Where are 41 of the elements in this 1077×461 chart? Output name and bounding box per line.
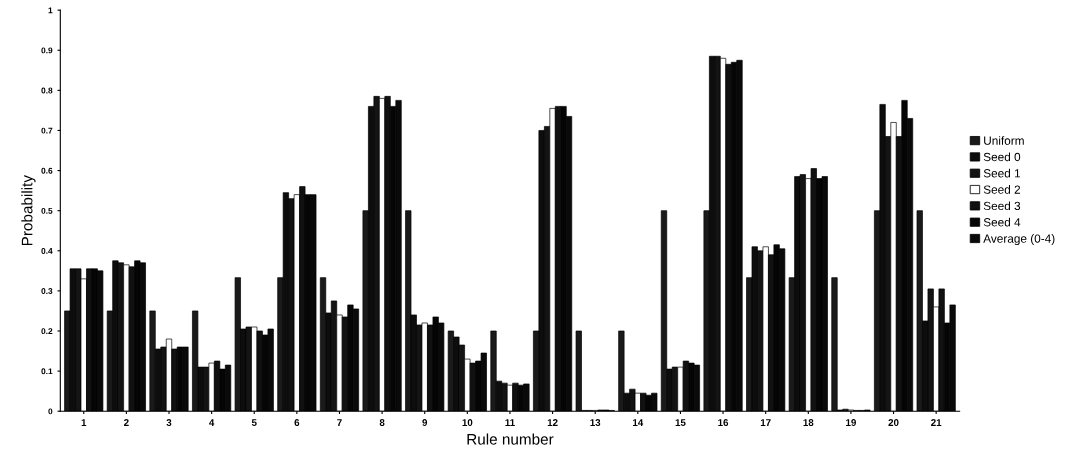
x-tick-label: 18 (803, 419, 814, 426)
y-tick-label: 0 (48, 408, 53, 415)
y-tick-label: 0.7 (41, 127, 53, 134)
x-tick-label: 12 (547, 419, 558, 426)
legend-label: Seed 4 (983, 217, 1021, 227)
y-tick-label: 0.6 (41, 167, 53, 174)
x-tick-label: 20 (888, 419, 899, 426)
x-tick-label: 16 (718, 419, 729, 426)
y-tick-label: 0.9 (41, 47, 53, 54)
y-tick-label: 0.3 (41, 288, 53, 294)
legend-label: Seed 3 (983, 201, 1021, 211)
x-tick-label: 1 (81, 419, 87, 426)
x-tick-label: 14 (633, 419, 644, 426)
x-tick-label: 15 (675, 419, 686, 426)
x-tick-label: 8 (379, 419, 385, 426)
x-tick-label: 10 (462, 419, 473, 426)
x-tick-label: 3 (166, 419, 172, 427)
y-tick-label: 0.4 (41, 247, 53, 254)
legend-label: Seed 2 (983, 185, 1021, 194)
y-tick-label: 0.8 (41, 87, 53, 94)
legend-label: Uniform (984, 136, 1024, 145)
x-tick-label: 21 (931, 419, 942, 426)
y-tick-label: 0.1 (41, 368, 53, 375)
x-tick-label: 17 (760, 419, 771, 426)
x-tick-label: 2 (124, 419, 129, 426)
y-axis-title: Probability (21, 175, 36, 246)
x-axis-title: Rule number (467, 433, 554, 445)
x-tick-label: 4 (209, 419, 215, 426)
y-tick-label: 0.5 (41, 207, 53, 214)
legend-label: Average (0-4) (983, 234, 1055, 246)
y-tick-label: 1 (48, 7, 53, 14)
x-tick-label: 11 (505, 419, 515, 426)
x-tick-label: 9 (422, 419, 428, 426)
x-tick-label: 5 (251, 419, 257, 426)
y-tick-label: 0.2 (41, 328, 53, 335)
legend-label: Seed 0 (983, 152, 1021, 162)
x-tick-label: 13 (590, 419, 601, 427)
legend-label: Seed 1 (983, 168, 1021, 178)
x-tick-label: 19 (846, 419, 856, 426)
x-tick-label: 7 (337, 419, 342, 426)
x-tick-label: 6 (294, 419, 300, 426)
